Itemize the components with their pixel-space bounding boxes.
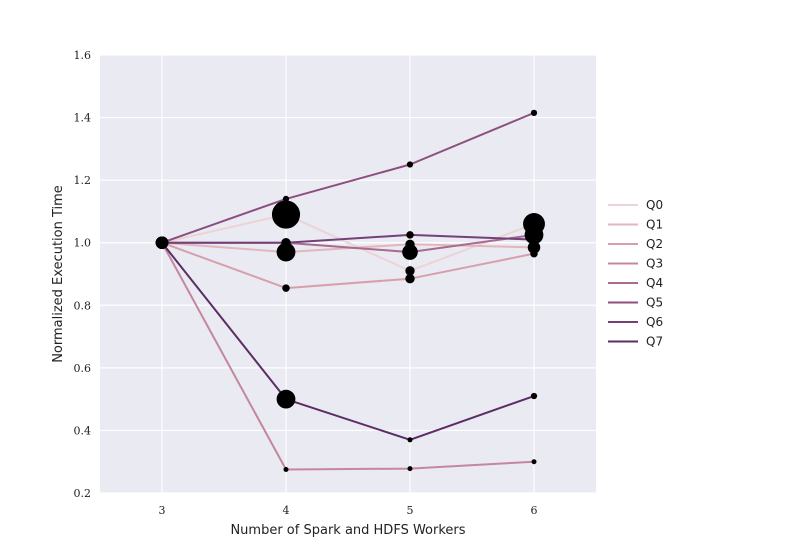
error-marker-q7 bbox=[407, 437, 413, 443]
x-tick-label: 3 bbox=[159, 504, 166, 517]
series-line-q7 bbox=[161, 242, 535, 441]
legend-label-q5: Q5 bbox=[646, 296, 663, 310]
error-marker-q7 bbox=[276, 389, 296, 409]
error-marker-q6 bbox=[282, 238, 290, 247]
x-axis-label: Number of Spark and HDFS Workers bbox=[230, 523, 465, 538]
error-marker-q0 bbox=[271, 200, 301, 229]
series-line-q2 bbox=[161, 241, 535, 290]
plot-area bbox=[100, 55, 596, 493]
error-marker-q0 bbox=[405, 266, 415, 276]
series-lines bbox=[161, 111, 535, 471]
error-marker-q5 bbox=[406, 161, 414, 168]
error-marker-q3 bbox=[283, 467, 289, 473]
x-tick-label: 5 bbox=[407, 504, 414, 517]
legend-label-q6: Q6 bbox=[646, 315, 663, 329]
error-marker-q4 bbox=[524, 225, 544, 245]
series-line-q6 bbox=[162, 233, 535, 244]
series-line-q0 bbox=[161, 213, 535, 272]
error-marker-q1 bbox=[276, 242, 296, 262]
y-tick-label: 1.4 bbox=[74, 112, 92, 125]
y-tick-label: 0.6 bbox=[74, 362, 92, 375]
error-marker-q5 bbox=[282, 195, 290, 203]
legend-label-q2: Q2 bbox=[646, 237, 663, 251]
legend-label-q7: Q7 bbox=[646, 335, 663, 349]
y-tick-label: 1.2 bbox=[74, 174, 92, 187]
legend-label-q3: Q3 bbox=[646, 257, 663, 271]
legend-label-q1: Q1 bbox=[646, 218, 663, 232]
error-marker-q2 bbox=[530, 249, 538, 258]
x-tick-labels: 3 4 5 6 bbox=[159, 504, 538, 517]
error-marker-q3 bbox=[531, 459, 537, 465]
error-marker-q6 bbox=[406, 231, 414, 239]
error-marker-q5 bbox=[530, 109, 538, 117]
y-tick-label: 1.6 bbox=[74, 49, 92, 62]
error-marker-q6 bbox=[530, 235, 538, 244]
error-marker-q7 bbox=[155, 236, 169, 249]
legend-label-q4: Q4 bbox=[646, 276, 663, 290]
error-marker-q1 bbox=[527, 241, 541, 254]
error-marker-q4 bbox=[402, 244, 418, 260]
x-tick-label: 4 bbox=[283, 504, 290, 517]
error-marker-q2 bbox=[282, 284, 290, 292]
y-tick-label: 0.2 bbox=[74, 487, 92, 500]
y-tick-label: 0.4 bbox=[74, 424, 92, 437]
y-tick-label: 1.0 bbox=[74, 237, 92, 250]
legend-label-q0: Q0 bbox=[646, 198, 663, 212]
y-tick-label: 0.8 bbox=[74, 299, 92, 312]
series-line-q5 bbox=[161, 111, 535, 244]
x-tick-label: 6 bbox=[531, 504, 538, 517]
y-axis-label: Normalized Execution Time bbox=[51, 185, 66, 363]
series-markers bbox=[155, 109, 545, 473]
error-marker-q2 bbox=[405, 274, 415, 284]
y-tick-labels: 0.2 0.4 0.6 0.8 1.0 1.2 1.4 1.6 bbox=[74, 49, 92, 500]
error-marker-q3 bbox=[407, 466, 413, 472]
series-line-q3 bbox=[161, 242, 535, 471]
error-marker-q7 bbox=[530, 392, 538, 400]
legend: Q0 Q1 Q2 Q3 Q4 Q5 Q6 Q7 bbox=[608, 198, 663, 349]
